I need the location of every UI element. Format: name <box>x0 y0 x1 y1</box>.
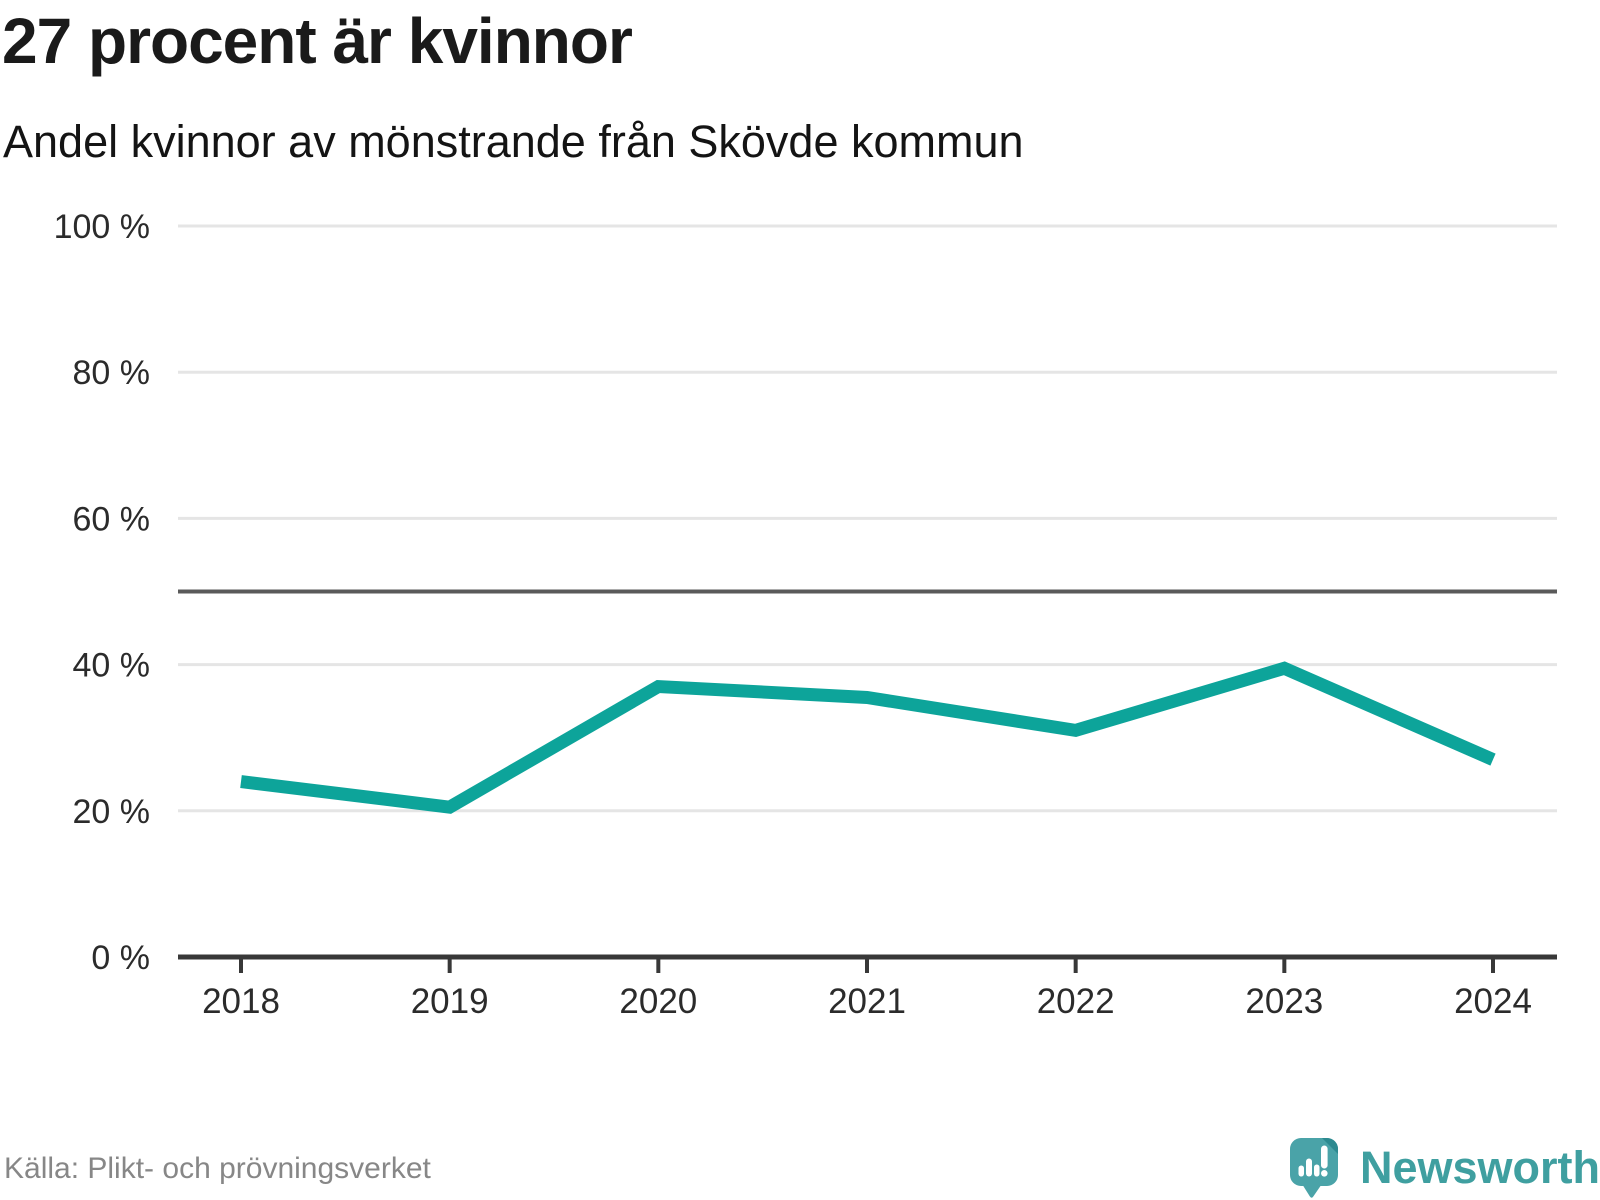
x-tick-label: 2024 <box>1454 982 1532 1021</box>
y-tick-label: 80 % <box>73 354 151 392</box>
x-tick-label: 2023 <box>1245 982 1323 1021</box>
y-tick-label: 60 % <box>73 500 151 538</box>
bar-3 <box>1314 1164 1320 1177</box>
data-line-andel-kvinnor-av-m-nstrande <box>240 661 1496 814</box>
bar-1 <box>1298 1165 1304 1177</box>
exclamation-bar <box>1321 1145 1328 1169</box>
y-tick-label: 40 % <box>73 647 151 685</box>
y-tick-label: 0 % <box>91 939 150 977</box>
chart-subtitle: Andel kvinnor av mönstrande från Skövde … <box>3 116 1024 167</box>
source-note: Källa: Plikt- och prövningsverket <box>4 1152 431 1185</box>
x-tick-label: 2020 <box>619 982 697 1021</box>
corner-fold <box>1322 1138 1338 1154</box>
x-tick-label: 2021 <box>828 982 906 1021</box>
x-tick-label: 2022 <box>1037 982 1115 1021</box>
x-tick-label: 2019 <box>411 982 489 1021</box>
newsworthy-icon <box>1290 1138 1338 1198</box>
y-tick-label: 100 % <box>54 208 150 246</box>
bar-2 <box>1306 1158 1312 1177</box>
y-tick-label: 20 % <box>73 793 151 831</box>
brand-logo: Newsworthy <box>1290 1138 1600 1198</box>
brand-wordmark: Newsworthy <box>1360 1142 1600 1193</box>
chart-title: 27 procent är kvinnor <box>2 5 633 77</box>
exclamation-dot <box>1321 1170 1328 1177</box>
x-tick-label: 2018 <box>202 982 280 1021</box>
